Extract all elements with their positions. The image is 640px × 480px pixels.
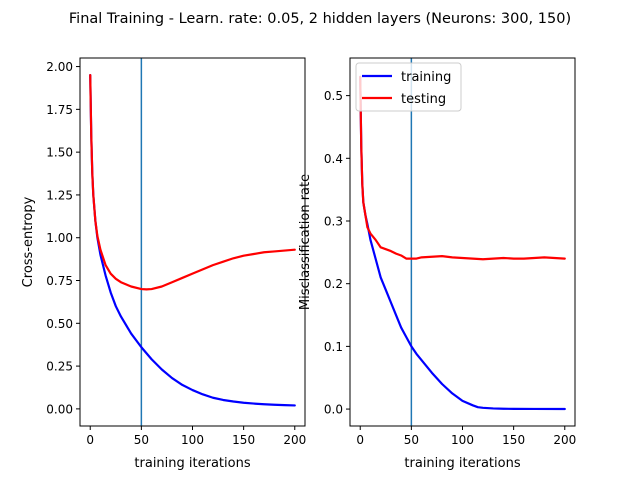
x-tick-label: 200 bbox=[553, 433, 576, 447]
x-tick-label: 200 bbox=[283, 433, 306, 447]
x-axis-label: training iterations bbox=[404, 456, 520, 471]
plot-lines bbox=[359, 58, 566, 426]
y-ticks: 0.00 0.25 0.50 0.75 1.00 1.25 1.50 1.75 2.00 bbox=[46, 60, 80, 416]
series-line-testing bbox=[359, 75, 566, 261]
chart-cross-entropy: 0 50 100 150 200 0.00 0.25 0.50 0.75 1.00 1.25 1.5… bbox=[21, 57, 306, 471]
plot-lines bbox=[89, 58, 296, 426]
chart-misclassification-rate: 0 50 100 150 200 0.0 0.1 0.2 0.3 0.4 0.5 training… bbox=[298, 57, 576, 471]
x-tick-label: 0 bbox=[356, 433, 364, 447]
y-tick-label: 2.00 bbox=[46, 60, 73, 74]
x-tick-label: 50 bbox=[404, 433, 419, 447]
y-tick-label: 1.00 bbox=[46, 231, 73, 245]
axes-frame bbox=[79, 57, 306, 427]
y-tick-label: 0.2 bbox=[324, 277, 343, 291]
y-tick-label: 0.5 bbox=[324, 89, 343, 103]
y-tick-label: 1.75 bbox=[46, 103, 73, 117]
x-ticks: 0 50 100 150 200 bbox=[86, 426, 306, 447]
x-tick-label: 100 bbox=[181, 433, 204, 447]
legend-label-training: training bbox=[401, 70, 451, 85]
y-tick-label: 1.50 bbox=[46, 146, 73, 160]
x-tick-label: 150 bbox=[232, 433, 255, 447]
y-axis-label: Cross-entropy bbox=[21, 196, 36, 287]
y-tick-label: 0.0 bbox=[324, 403, 343, 417]
legend: training testing bbox=[355, 62, 462, 112]
series-line-series-0 bbox=[89, 74, 296, 407]
x-tick-label: 150 bbox=[502, 433, 525, 447]
y-tick-label: 0.4 bbox=[324, 152, 343, 166]
y-tick-label: 0.00 bbox=[46, 402, 73, 416]
y-tick-label: 1.25 bbox=[46, 188, 73, 202]
y-tick-label: 0.75 bbox=[46, 274, 73, 288]
y-tick-label: 0.1 bbox=[324, 340, 343, 354]
series-line-training bbox=[359, 75, 566, 411]
y-tick-label: 0.25 bbox=[46, 360, 73, 374]
axes-frame bbox=[349, 57, 576, 427]
y-axis-label: Misclassification rate bbox=[298, 174, 313, 310]
figure-title: Final Training - Learn. rate: 0.05, 2 hi… bbox=[69, 11, 571, 27]
y-ticks: 0.0 0.1 0.2 0.3 0.4 0.5 bbox=[324, 89, 350, 417]
x-tick-label: 0 bbox=[86, 433, 94, 447]
legend-label-testing: testing bbox=[401, 92, 446, 107]
y-tick-label: 0.3 bbox=[324, 214, 343, 228]
x-tick-label: 100 bbox=[451, 433, 474, 447]
x-ticks: 0 50 100 150 200 bbox=[356, 426, 576, 447]
x-tick-label: 50 bbox=[134, 433, 149, 447]
y-tick-label: 0.50 bbox=[46, 317, 73, 331]
x-axis-label: training iterations bbox=[134, 456, 250, 471]
series-line-series-1 bbox=[89, 74, 296, 291]
